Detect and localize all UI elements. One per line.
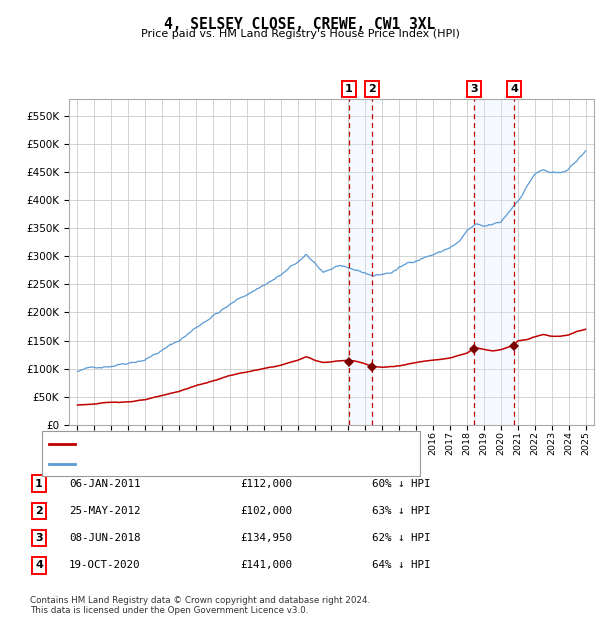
- Text: 06-JAN-2011: 06-JAN-2011: [69, 479, 140, 489]
- Text: 4, SELSEY CLOSE, CREWE, CW1 3XL: 4, SELSEY CLOSE, CREWE, CW1 3XL: [164, 17, 436, 32]
- Bar: [349, 99, 372, 425]
- Text: £112,000: £112,000: [240, 479, 292, 489]
- Text: 2: 2: [368, 84, 376, 94]
- Text: 1: 1: [35, 479, 43, 489]
- Bar: [474, 99, 514, 425]
- Text: £141,000: £141,000: [240, 560, 292, 570]
- Text: 62% ↓ HPI: 62% ↓ HPI: [372, 533, 431, 543]
- Text: 4, SELSEY CLOSE, CREWE, CW1 3XL (detached house): 4, SELSEY CLOSE, CREWE, CW1 3XL (detache…: [81, 440, 350, 450]
- Text: 4: 4: [511, 84, 518, 94]
- Text: HPI: Average price, detached house, Cheshire East: HPI: Average price, detached house, Ches…: [81, 459, 334, 469]
- Text: 3: 3: [470, 84, 478, 94]
- Text: £102,000: £102,000: [240, 506, 292, 516]
- Text: Price paid vs. HM Land Registry's House Price Index (HPI): Price paid vs. HM Land Registry's House …: [140, 29, 460, 39]
- Text: 19-OCT-2020: 19-OCT-2020: [69, 560, 140, 570]
- Text: 2: 2: [35, 506, 43, 516]
- Text: £134,950: £134,950: [240, 533, 292, 543]
- Text: 25-MAY-2012: 25-MAY-2012: [69, 506, 140, 516]
- Text: 3: 3: [35, 533, 43, 543]
- Text: 08-JUN-2018: 08-JUN-2018: [69, 533, 140, 543]
- Text: 1: 1: [345, 84, 353, 94]
- Text: 63% ↓ HPI: 63% ↓ HPI: [372, 506, 431, 516]
- Text: Contains HM Land Registry data © Crown copyright and database right 2024.
This d: Contains HM Land Registry data © Crown c…: [30, 596, 370, 615]
- Text: 4: 4: [35, 560, 43, 570]
- Text: 64% ↓ HPI: 64% ↓ HPI: [372, 560, 431, 570]
- Text: 60% ↓ HPI: 60% ↓ HPI: [372, 479, 431, 489]
